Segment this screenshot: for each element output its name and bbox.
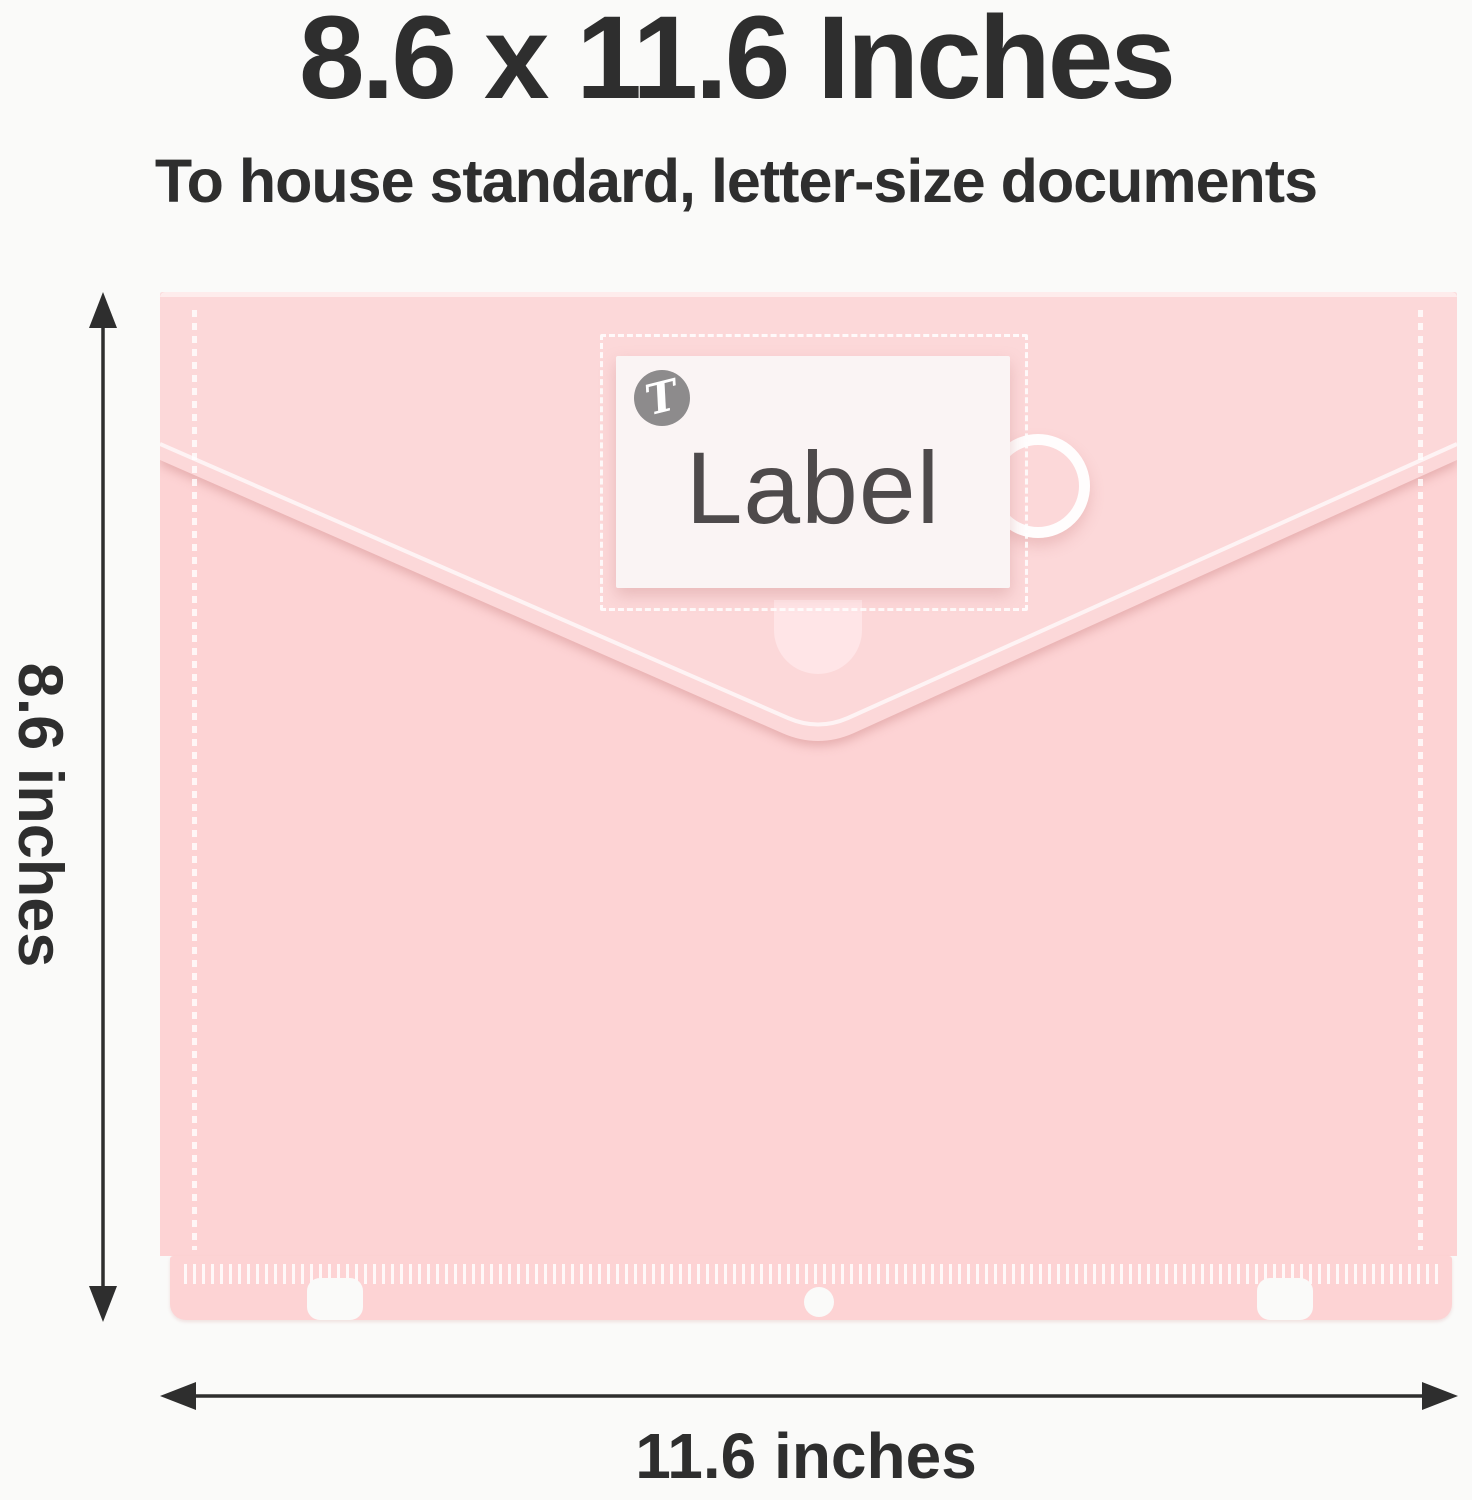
label-card-text: Label [685, 431, 941, 545]
serrated-weld-edge [184, 1264, 1438, 1284]
size-subtitle: To house standard, letter-size documents [154, 147, 1318, 215]
height-dimension-arrow [89, 292, 117, 1322]
binder-hole-right [1257, 1278, 1313, 1320]
label-pocket-stitching [600, 334, 1028, 611]
stitch-line-left [192, 310, 197, 1250]
label-card: T Label [616, 356, 1010, 588]
brand-logo-icon: T [634, 370, 690, 426]
size-title: 8.6 x 11.6 Inches [299, 0, 1176, 124]
width-dimension-arrow [160, 1382, 1458, 1410]
binder-hole-center [804, 1287, 834, 1317]
height-dimension-label: 8.6 inches [5, 662, 75, 968]
binder-strip [170, 1256, 1452, 1320]
width-dimension-label: 11.6 inches [635, 1420, 977, 1492]
brand-logo-letter: T [640, 369, 683, 426]
binder-hole-left [307, 1278, 363, 1320]
stitch-line-right [1418, 310, 1423, 1250]
envelope-top-edge [160, 292, 1457, 297]
snap-tab [774, 600, 862, 674]
